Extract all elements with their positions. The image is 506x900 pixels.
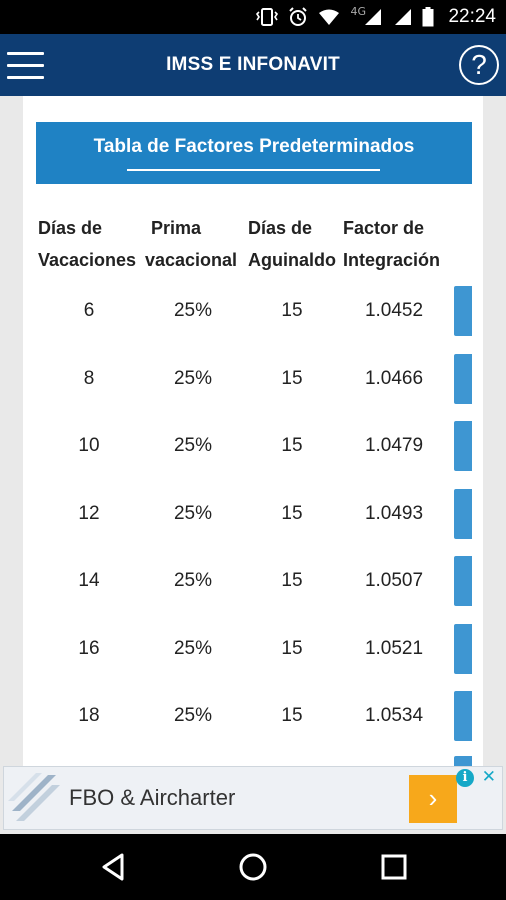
table-row[interactable]: 14 25% 15 1.0507 [23, 556, 483, 606]
cell-dias-aguinaldo: 15 [281, 638, 303, 659]
cell-dias-vacaciones: 14 [78, 570, 100, 591]
row-action-tab[interactable] [454, 421, 472, 471]
ad-info-icon[interactable]: i [456, 769, 474, 787]
row-action-tab[interactable] [454, 756, 472, 768]
cell-dias-aguinaldo: 15 [281, 705, 303, 726]
cell-dias-aguinaldo: 15 [281, 435, 303, 456]
column-header-prima-vacacional: Prima vacacional [145, 218, 238, 270]
cell-dias-aguinaldo: 15 [281, 503, 303, 524]
table-header: Tabla de Factores Predeterminados [36, 122, 472, 184]
menu-button[interactable] [7, 52, 44, 80]
ad-text[interactable]: FBO & Aircharter [69, 785, 236, 810]
cell-dias-aguinaldo: 15 [281, 570, 303, 591]
table-row[interactable]: 6 25% 15 1.0452 [23, 286, 483, 336]
cell-dias-vacaciones: 12 [78, 503, 100, 524]
cell-prima-vacacional: 25% [173, 705, 213, 726]
table-row[interactable]: 18 25% 15 1.0534 [23, 691, 483, 741]
cell-prima-vacacional: 25% [173, 570, 213, 591]
menu-icon [7, 64, 44, 67]
row-action-tab[interactable] [454, 286, 472, 336]
column-header-dias-vacaciones: Días de Vacaciones [38, 218, 137, 270]
table-row[interactable]: 12 25% 15 1.0493 [23, 489, 483, 539]
cell-factor-integracion: 1.0479 [364, 435, 424, 456]
cell-factor-integracion: 1.0493 [364, 503, 424, 524]
table-row[interactable]: 16 25% 15 1.0521 [23, 624, 483, 674]
row-action-tab[interactable] [454, 489, 472, 539]
table-row[interactable]: 10 25% 15 1.0479 [23, 421, 483, 471]
help-button[interactable]: ? [459, 45, 499, 85]
app-bar: IMSS E INFONAVIT ? [0, 34, 506, 96]
cell-factor-integracion: 1.0521 [364, 638, 424, 659]
status-time: 22:24 [448, 6, 496, 27]
cell-dias-vacaciones: 18 [78, 705, 100, 726]
alarm-icon [289, 7, 308, 26]
vibrate-icon [256, 8, 279, 26]
cell-dias-aguinaldo: 15 [281, 300, 303, 321]
cell-prima-vacacional: 25% [173, 300, 213, 321]
content-card: Tabla de Factores Predeterminados Días d… [23, 96, 483, 768]
network-type: 4G [350, 5, 366, 18]
table-row[interactable]: 8 25% 15 1.0466 [23, 354, 483, 404]
cell-factor-integracion: 1.0452 [364, 300, 424, 321]
ad-close-icon[interactable]: ✕ [481, 767, 496, 787]
cell-prima-vacacional: 25% [173, 638, 213, 659]
cell-factor-integracion: 1.0507 [364, 570, 424, 591]
column-header-dias-aguinaldo: Días de Aguinaldo [248, 218, 336, 270]
ad-graphic-icon [8, 773, 60, 821]
cell-dias-vacaciones: 10 [78, 435, 100, 456]
signal-icon [395, 9, 412, 25]
navigation-bar [0, 834, 506, 900]
cell-prima-vacacional: 25% [173, 368, 213, 389]
app-title: IMSS E INFONAVIT [166, 54, 340, 75]
cell-prima-vacacional: 25% [173, 503, 213, 524]
battery-icon [422, 7, 434, 27]
ad-banner[interactable]: FBO & Aircharter › i ✕ [3, 766, 503, 830]
table-title: Tabla de Factores Predeterminados [93, 136, 415, 157]
ad-arrow-button[interactable]: › [409, 775, 457, 823]
row-action-tab[interactable] [454, 556, 472, 606]
cell-factor-integracion: 1.0466 [364, 368, 424, 389]
home-icon[interactable] [235, 849, 271, 885]
cell-prima-vacacional: 25% [173, 435, 213, 456]
wifi-icon [319, 9, 340, 25]
row-action-tab[interactable] [454, 624, 472, 674]
menu-icon [7, 52, 44, 55]
cell-dias-vacaciones: 8 [83, 368, 95, 389]
row-action-tab[interactable] [454, 354, 472, 404]
status-icons: 4G 22:24 [256, 0, 496, 34]
title-underline [127, 169, 380, 171]
cell-dias-vacaciones: 16 [78, 638, 100, 659]
cell-dias-vacaciones: 6 [83, 300, 95, 321]
menu-icon [7, 76, 44, 79]
signal-icon [365, 9, 382, 25]
row-action-tab[interactable] [454, 691, 472, 741]
column-header-factor-integracion: Factor de Integración [343, 218, 441, 270]
cell-factor-integracion: 1.0534 [364, 705, 424, 726]
recents-icon[interactable] [376, 849, 412, 885]
back-icon[interactable] [96, 849, 132, 885]
cell-dias-aguinaldo: 15 [281, 368, 303, 389]
status-bar: 4G 22:24 [0, 0, 506, 34]
